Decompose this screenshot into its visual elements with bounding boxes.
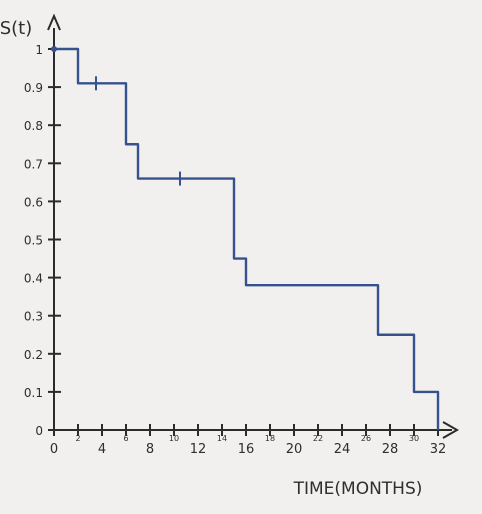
y-tick-label: 0.4	[24, 272, 43, 286]
x-tick-label: 26	[361, 434, 371, 443]
x-axis-label: TIME(MONTHS)	[293, 479, 423, 499]
y-axis-label: S(t)	[0, 18, 32, 39]
x-tick-label: 32	[430, 442, 447, 457]
y-tick-label: 0.8	[24, 119, 43, 133]
y-tick-label: 0.3	[24, 310, 43, 324]
start-point	[51, 46, 57, 52]
y-tick-label: 1	[35, 43, 43, 57]
x-tick-label: 4	[98, 442, 106, 457]
y-tick-label: 0.5	[24, 234, 43, 248]
x-tick-label: 16	[238, 442, 255, 457]
x-tick-label: 28	[382, 442, 399, 457]
x-tick-label: 8	[146, 442, 154, 457]
x-tick-label: 10	[169, 434, 179, 443]
y-tick-label: 0.7	[24, 157, 43, 171]
survival-curve	[51, 46, 440, 430]
y-tick-label: 0.6	[24, 195, 43, 209]
survival-step-line	[54, 47, 440, 430]
y-tick-label: 0.9	[24, 81, 43, 95]
x-axis-arrow	[442, 421, 460, 439]
x-tick-label: 6	[123, 434, 128, 443]
x-tick-label: 22	[313, 434, 323, 443]
x-tick-label: 14	[217, 434, 227, 443]
x-tick-label: 24	[334, 442, 351, 457]
y-tick-label: 0.1	[24, 386, 43, 400]
x-tick-label: 2	[75, 434, 80, 443]
y-axis-ticks: 0 0.1 0.2 0.3 0.4 0.5 0.6 0.7 0.8 0.9 1	[24, 43, 61, 438]
x-tick-label: 20	[286, 442, 303, 457]
x-tick-label: 30	[409, 434, 419, 443]
y-tick-label: 0	[35, 424, 43, 438]
x-tick-label: 0	[50, 442, 58, 457]
y-tick-label: 0.2	[24, 348, 43, 362]
y-axis-arrow	[47, 13, 61, 31]
x-tick-label: 18	[265, 434, 275, 443]
x-tick-label: 12	[190, 442, 207, 457]
